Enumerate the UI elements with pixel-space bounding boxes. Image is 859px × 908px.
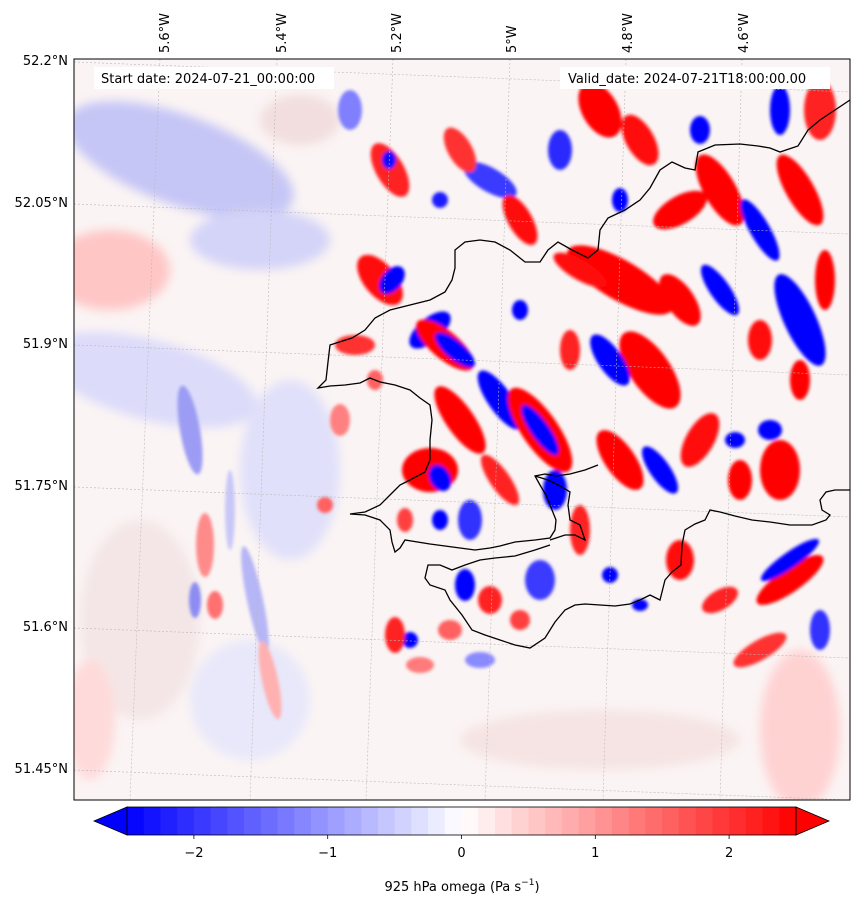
colorbar-step — [561, 807, 580, 835]
colorbar-step — [294, 807, 312, 835]
colorbar-step — [277, 807, 295, 835]
colorbar-max-extend-arrow — [795, 806, 831, 836]
colorbar-step — [160, 807, 178, 835]
colorbar-tick-label: −1 — [318, 846, 337, 861]
colorbar-step — [494, 807, 513, 835]
omega-field-west-streaks — [177, 385, 282, 720]
lat-tick-label: 51.6°N — [23, 620, 68, 635]
colorbar-step — [729, 807, 747, 835]
colorbar-step — [528, 807, 546, 835]
colorbar-step — [461, 807, 479, 835]
colorbar-step — [612, 807, 630, 835]
lon-tick-label: 5°W — [505, 25, 520, 53]
lon-tick-label: 5.2°W — [390, 13, 405, 53]
colorbar-step — [428, 807, 446, 835]
colorbar-step — [361, 807, 379, 835]
colorbar-steps — [127, 807, 797, 835]
colorbar-ticks: −2 −1 0 1 2 — [184, 835, 733, 861]
map-panel: Start date: 2024-07-21_00:00:00 Valid_da… — [73, 58, 851, 801]
lat-tick-label: 51.9°N — [23, 337, 68, 352]
longitude-axis: 5.6°W 5.4°W 5.2°W 5°W 4.8°W 4.6°W — [158, 13, 752, 53]
colorbar-step — [478, 807, 496, 835]
colorbar-step — [779, 807, 797, 835]
colorbar-step — [177, 807, 195, 835]
colorbar-step — [210, 807, 228, 835]
colorbar-step — [628, 807, 647, 835]
colorbar-step — [260, 807, 279, 835]
colorbar-step — [545, 807, 563, 835]
lon-tick-label: 4.8°W — [621, 13, 636, 53]
colorbar-step — [712, 807, 730, 835]
colorbar-step — [127, 807, 145, 835]
colorbar-step — [411, 807, 429, 835]
colorbar-step — [695, 807, 713, 835]
lat-tick-label: 52.2°N — [23, 54, 68, 69]
colorbar-step — [745, 807, 764, 835]
colorbar-step — [377, 807, 396, 835]
colorbar-step — [645, 807, 663, 835]
colorbar-step — [662, 807, 680, 835]
valid-date-label: Valid_date: 2024-07-21T18:00:00.00 — [568, 72, 806, 87]
colorbar-tick-label: 1 — [591, 846, 599, 861]
colorbar-step — [310, 807, 329, 835]
lon-tick-label: 4.6°W — [737, 13, 752, 53]
colorbar-step — [193, 807, 212, 835]
colorbar-step — [344, 807, 362, 835]
colorbar-step — [327, 807, 346, 835]
colorbar-step — [762, 807, 780, 835]
latitude-axis: 52.2°N 52.05°N 51.9°N 51.75°N 51.6°N 51.… — [15, 54, 68, 777]
colorbar: −2 −1 0 1 2 925 hPa omega (Pa s−1) — [92, 806, 831, 895]
lat-tick-label: 51.45°N — [15, 762, 68, 777]
lon-tick-label: 5.4°W — [275, 13, 290, 53]
map-frame — [73, 58, 851, 801]
colorbar-tick-label: 2 — [725, 846, 733, 861]
omega-field-smooth — [74, 95, 840, 800]
colorbar-step — [394, 807, 412, 835]
colorbar-step — [678, 807, 697, 835]
colorbar-step — [143, 807, 162, 835]
colorbar-min-extend-arrow — [92, 806, 128, 836]
colorbar-step — [227, 807, 245, 835]
lat-tick-label: 51.75°N — [15, 479, 68, 494]
lat-tick-label: 52.05°N — [15, 196, 68, 211]
start-date-label: Start date: 2024-07-21_00:00:00 — [101, 72, 315, 87]
gridlines — [74, 59, 850, 800]
colorbar-step — [244, 807, 262, 835]
lon-tick-label: 5.6°W — [158, 13, 173, 53]
colorbar-step — [578, 807, 596, 835]
colorbar-label: 925 hPa omega (Pa s−1) — [384, 878, 539, 895]
colorbar-step — [444, 807, 463, 835]
colorbar-tick-label: −2 — [184, 846, 203, 861]
colorbar-tick-label: 0 — [457, 846, 465, 861]
omega-field-cells — [317, 80, 836, 673]
colorbar-step — [511, 807, 529, 835]
coastline — [316, 99, 850, 649]
colorbar-step — [595, 807, 613, 835]
